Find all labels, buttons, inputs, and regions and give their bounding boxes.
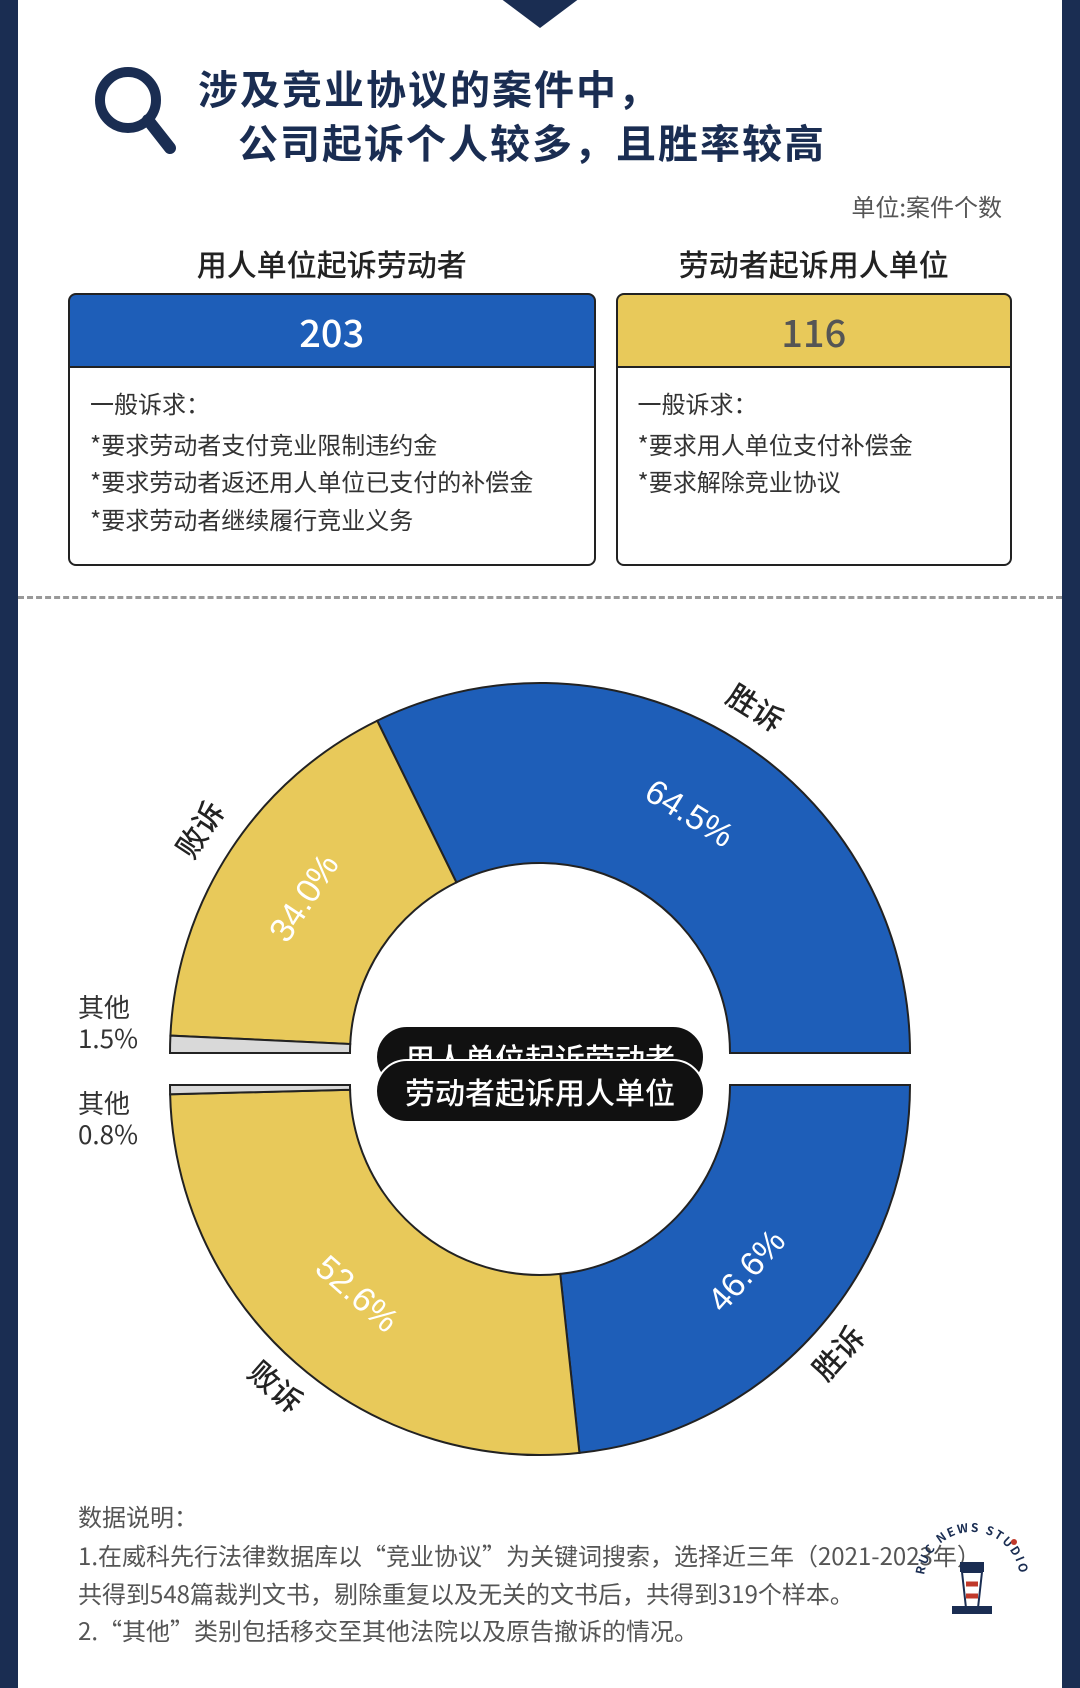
claim-item: *要求用人单位支付补偿金	[638, 425, 990, 462]
title-line2: 公司起诉个人较多，且胜率较高	[198, 114, 826, 168]
info-col-employer: 用人单位起诉劳动者 203 一般诉求： *要求劳动者支付竞业限制违约金 *要求劳…	[68, 241, 596, 566]
claim-item: *要求劳动者继续履行竞业义务	[90, 500, 574, 537]
footnote: 数据说明： 1.在威科先行法律数据库以“竞业协议”为关键词搜索，选择近三年（20…	[78, 1497, 982, 1648]
chart-area: 64.5%胜诉34.0%败诉46.6%胜诉52.6%败诉用人单位起诉劳动者劳动者…	[58, 629, 1022, 1509]
claims-lead-left: 一般诉求：	[90, 384, 574, 421]
center-label-bottom: 劳动者起诉用人单位	[375, 1059, 705, 1123]
magnifier-icon	[88, 60, 178, 160]
dashed-divider	[18, 596, 1062, 599]
footnote-line: 1.在威科先行法律数据库以“竞业协议”为关键词搜索，选择近三年（2021-202…	[78, 1536, 982, 1610]
page-frame: 涉及竞业协议的案件中， 公司起诉个人较多，且胜率较高 单位:案件个数 用人单位起…	[0, 0, 1080, 1688]
footnote-lead: 数据说明：	[78, 1497, 982, 1534]
content: 涉及竞业协议的案件中， 公司起诉个人较多，且胜率较高 单位:案件个数 用人单位起…	[18, 0, 1062, 1549]
claim-item: *要求劳动者支付竞业限制违约金	[90, 425, 574, 462]
title-line1: 涉及竞业协议的案件中，	[198, 60, 826, 114]
claims-right: 一般诉求： *要求用人单位支付补偿金 *要求解除竞业协议	[616, 366, 1012, 566]
other-side-label: 其他1.5%	[78, 991, 138, 1053]
other-side-label: 其他0.8%	[78, 1087, 138, 1149]
footnote-line: 2.“其他”类别包括移交至其他法院以及原告撤诉的情况。	[78, 1611, 982, 1648]
claims-lead-right: 一般诉求：	[638, 384, 990, 421]
info-row: 用人单位起诉劳动者 203 一般诉求： *要求劳动者支付竞业限制违约金 *要求劳…	[58, 241, 1022, 566]
count-left: 203	[68, 293, 596, 366]
logo: RUC NEWS STUDIO	[912, 1508, 1032, 1628]
info-col-employee: 劳动者起诉用人单位 116 一般诉求： *要求用人单位支付补偿金 *要求解除竞业…	[616, 241, 1012, 566]
claim-item: *要求劳动者返还用人单位已支付的补偿金	[90, 462, 574, 499]
claims-left: 一般诉求： *要求劳动者支付竞业限制违约金 *要求劳动者返还用人单位已支付的补偿…	[68, 366, 596, 566]
info-header-left: 用人单位起诉劳动者	[68, 241, 596, 285]
donut-segment	[377, 683, 910, 1053]
claim-item: *要求解除竞业协议	[638, 462, 990, 499]
unit-label: 单位:案件个数	[58, 188, 1022, 223]
title-row: 涉及竞业协议的案件中， 公司起诉个人较多，且胜率较高	[58, 60, 1022, 168]
info-header-right: 劳动者起诉用人单位	[616, 241, 1012, 285]
donut-segment	[170, 1090, 579, 1455]
segment-name: 胜诉	[719, 672, 793, 741]
segment-name: 败诉	[163, 791, 233, 865]
top-notch	[500, 0, 580, 28]
count-right: 116	[616, 293, 1012, 366]
page-title: 涉及竞业协议的案件中， 公司起诉个人较多，且胜率较高	[198, 60, 826, 168]
